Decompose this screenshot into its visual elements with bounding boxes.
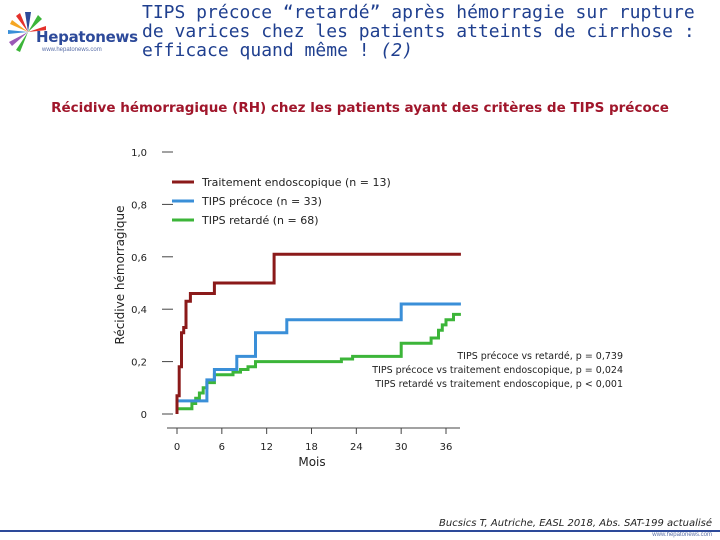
y-tick-label-2: 0,4 — [131, 305, 147, 316]
y-tick-label-1: 0,2 — [131, 358, 147, 369]
logo-url: www.hepatonews.com — [42, 47, 102, 53]
y-tick-label-4: 0,8 — [131, 200, 147, 211]
legend-label-1: TIPS précoce (n = 33) — [201, 195, 322, 208]
x-tick-label-0: 0 — [174, 442, 180, 453]
annotation-2: TIPS retardé vs traitement endoscopique,… — [374, 379, 623, 390]
y-tick-label-5: 1,0 — [131, 148, 147, 159]
series-line-1 — [175, 302, 461, 414]
slide-title: TIPS précoce “retardé” après hémorragie … — [142, 3, 712, 60]
chart-title: Récidive hémorragique (RH) chez les pati… — [51, 100, 669, 116]
sunburst-logo-icon — [8, 12, 47, 52]
logo-text: Hepatonews — [36, 28, 138, 46]
reference-citation: Bucsics T, Autriche, EASL 2018, Abs. SAT… — [439, 518, 712, 529]
y-tick-label-0: 0 — [141, 410, 147, 421]
x-tick-label-6: 36 — [440, 442, 453, 453]
x-tick-label-4: 24 — [350, 442, 363, 453]
x-tick-label-3: 18 — [305, 442, 318, 453]
legend-label-0: Traitement endoscopique (n = 13) — [201, 176, 391, 189]
x-tick-label-5: 30 — [395, 442, 408, 453]
footer-divider — [0, 530, 720, 532]
legend-label-2: TIPS retardé (n = 68) — [201, 214, 319, 227]
slide-title-number: (2) — [380, 40, 413, 61]
annotation-1: TIPS précoce vs traitement endoscopique,… — [371, 365, 623, 376]
slide-title-main: TIPS précoce “retardé” après hémorragie … — [142, 2, 695, 61]
x-axis-label: Mois — [298, 455, 325, 469]
footer-url: www.hepatonews.com — [652, 532, 712, 538]
chart-axes: 0 0,2 0,4 0,6 0,8 1,0 0 6 12 18 24 30 36 — [131, 148, 460, 453]
annotation-0: TIPS précoce vs retardé, p = 0,739 — [456, 351, 623, 362]
chart-series-layer — [175, 252, 461, 414]
x-tick-label-1: 6 — [219, 442, 225, 453]
series-line-0 — [175, 252, 461, 414]
hepatonews-logo: Hepatonews www.hepatonews.com — [6, 6, 138, 68]
p-value-annotations: TIPS précoce vs retardé, p = 0,739 TIPS p… — [371, 351, 623, 390]
chart-legend: Traitement endoscopique (n = 13) TIPS pré… — [172, 176, 391, 227]
y-axis-label: Récidive hémorragique — [113, 206, 127, 345]
series-line-2 — [175, 312, 461, 414]
y-tick-label-3: 0,6 — [131, 253, 147, 264]
x-tick-label-2: 12 — [260, 442, 273, 453]
